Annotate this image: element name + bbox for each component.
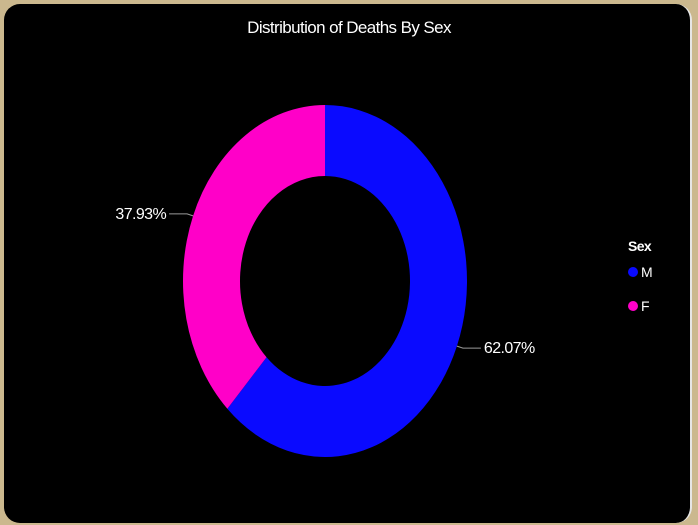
chart-title: Distribution of Deaths By Sex <box>247 18 451 37</box>
legend-label-F[interactable]: F <box>641 298 650 314</box>
legend-marker-F <box>628 301 638 311</box>
legend-title: Sex <box>628 238 652 254</box>
leader-line-M <box>456 345 481 349</box>
data-labels-group: 62.07% 37.93% <box>115 206 535 357</box>
leader-line-F <box>169 213 194 217</box>
slices-group <box>183 105 467 457</box>
legend-label-M[interactable]: M <box>641 264 653 280</box>
slice-M[interactable] <box>227 105 467 457</box>
slice-F[interactable] <box>183 105 325 409</box>
data-label-M: 62.07% <box>484 340 535 357</box>
legend: Sex M F <box>628 238 653 314</box>
legend-marker-M <box>628 267 638 277</box>
data-label-F: 37.93% <box>115 206 166 223</box>
